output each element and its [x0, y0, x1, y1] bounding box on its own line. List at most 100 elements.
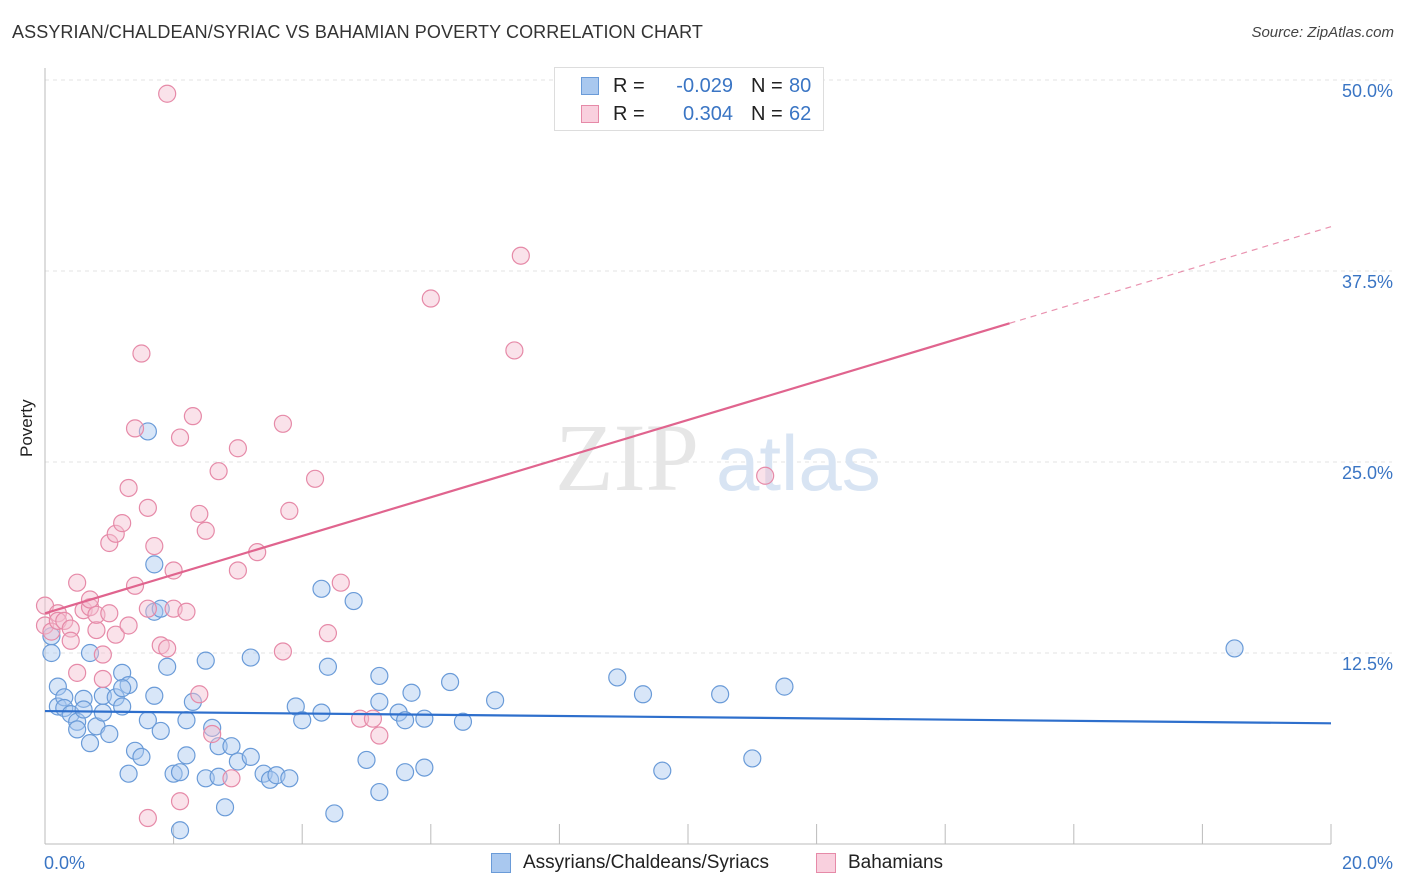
- series-bahamians-points: [35, 84, 775, 828]
- correlation-legend: R = -0.029 N = 80 R = 0.304 N = 62: [554, 67, 824, 131]
- watermark-zip: ZIP: [555, 404, 699, 511]
- data-point-bahamians: [158, 639, 177, 658]
- data-point-bahamians: [164, 561, 183, 580]
- data-point-bahamians: [280, 501, 299, 520]
- data-point-bahamians: [68, 573, 87, 592]
- data-point-assyrians: [196, 651, 215, 670]
- data-point-assyrians: [415, 709, 434, 728]
- data-point-assyrians: [80, 734, 100, 753]
- y-tick-label: 37.5%: [1342, 272, 1393, 292]
- chart-title: ASSYRIAN/CHALDEAN/SYRIAC VS BAHAMIAN POV…: [12, 22, 704, 42]
- data-point-assyrians: [312, 579, 331, 598]
- watermark-atlas: atlas: [716, 419, 881, 507]
- data-point-bahamians: [55, 611, 74, 631]
- data-point-bahamians: [119, 616, 138, 635]
- legend-label: Assyrians/Chaldeans/Syriacs: [523, 852, 770, 873]
- y-axis-label: Poverty: [17, 399, 36, 457]
- data-point-assyrians: [293, 711, 312, 730]
- data-point-assyrians: [222, 737, 241, 756]
- data-point-assyrians: [440, 672, 460, 692]
- data-point-assyrians: [241, 747, 260, 767]
- data-point-bahamians: [305, 469, 325, 488]
- data-point-bahamians: [138, 599, 157, 618]
- legend-item-bahamians[interactable]: Bahamians: [816, 852, 943, 874]
- series-legend: Assyrians/Chaldeans/Syriacs Bahamians: [0, 852, 1406, 878]
- data-point-bahamians: [505, 341, 524, 360]
- data-point-assyrians: [453, 712, 473, 731]
- tick-labels: 12.5% 25.0% 37.5% 50.0% 0.0% 20.0%: [44, 81, 1393, 873]
- data-point-assyrians: [164, 764, 183, 783]
- legend-swatch-pink: [816, 853, 836, 873]
- data-point-bahamians: [170, 792, 190, 811]
- legend-r-value: 0.304: [682, 102, 733, 125]
- x-tick-label: 20.0%: [1342, 853, 1393, 873]
- data-point-assyrians: [55, 688, 74, 707]
- data-point-assyrians: [68, 720, 87, 739]
- data-point-assyrians: [119, 764, 138, 783]
- data-point-assyrians: [241, 648, 260, 667]
- data-point-assyrians: [183, 692, 202, 711]
- data-point-bahamians: [87, 620, 106, 640]
- data-point-bahamians: [113, 514, 132, 533]
- data-point-bahamians: [106, 524, 125, 543]
- data-point-bahamians: [158, 84, 177, 103]
- data-point-bahamians: [170, 428, 190, 447]
- axes: [44, 68, 1332, 845]
- trend-line-bahamians-extension: [1009, 226, 1332, 324]
- data-point-assyrians: [177, 711, 196, 730]
- data-point-bahamians: [138, 808, 157, 828]
- data-point-bahamians: [190, 504, 209, 524]
- data-point-bahamians: [228, 439, 247, 458]
- data-point-bahamians: [421, 289, 440, 308]
- trend-line-assyrians: [44, 709, 1332, 725]
- data-point-assyrians: [170, 821, 190, 840]
- data-point-bahamians: [222, 769, 241, 788]
- data-point-bahamians: [61, 631, 80, 650]
- data-point-bahamians: [331, 573, 350, 592]
- data-point-assyrians: [486, 691, 505, 710]
- data-point-bahamians: [106, 625, 125, 644]
- data-point-assyrians: [325, 804, 344, 823]
- data-point-assyrians: [775, 677, 794, 696]
- data-point-assyrians: [633, 685, 653, 704]
- data-point-assyrians: [151, 599, 170, 618]
- data-point-bahamians: [363, 709, 383, 728]
- data-point-assyrians: [145, 555, 164, 574]
- data-point-assyrians: [357, 750, 376, 770]
- data-point-bahamians: [100, 533, 119, 553]
- data-point-assyrians: [215, 798, 235, 817]
- data-point-assyrians: [203, 718, 222, 737]
- data-point-bahamians: [511, 246, 530, 265]
- data-point-bahamians: [177, 602, 196, 621]
- data-point-bahamians: [273, 642, 293, 661]
- legend-n-label: N =: [751, 102, 783, 125]
- series-assyrians-points: [42, 422, 1244, 840]
- data-point-assyrians: [170, 763, 190, 782]
- legend-r-label: R =: [613, 74, 645, 97]
- legend-n-value: 80: [789, 74, 812, 97]
- legend-swatch-blue: [491, 853, 511, 873]
- data-point-assyrians: [743, 749, 762, 768]
- data-point-assyrians: [711, 685, 730, 704]
- data-point-bahamians: [183, 407, 202, 426]
- legend-n-value: 62: [789, 102, 812, 125]
- data-point-assyrians: [395, 763, 415, 782]
- data-point-bahamians: [203, 724, 222, 744]
- data-point-assyrians: [370, 692, 389, 711]
- y-tick-label: 25.0%: [1342, 463, 1393, 483]
- data-point-assyrians: [132, 747, 151, 767]
- data-point-bahamians: [93, 669, 112, 689]
- data-point-assyrians: [177, 746, 196, 765]
- data-point-assyrians: [653, 761, 672, 780]
- data-point-bahamians: [318, 624, 338, 643]
- trend-lines: [44, 226, 1332, 725]
- data-point-assyrians: [389, 703, 408, 722]
- data-point-bahamians: [190, 685, 209, 704]
- data-point-bahamians: [119, 478, 138, 498]
- data-point-assyrians: [151, 721, 170, 741]
- trend-line-bahamians: [44, 322, 1010, 615]
- data-point-assyrians: [100, 724, 119, 744]
- legend-item-assyrians[interactable]: Assyrians/Chaldeans/Syriacs: [491, 852, 769, 874]
- data-point-bahamians: [273, 414, 293, 433]
